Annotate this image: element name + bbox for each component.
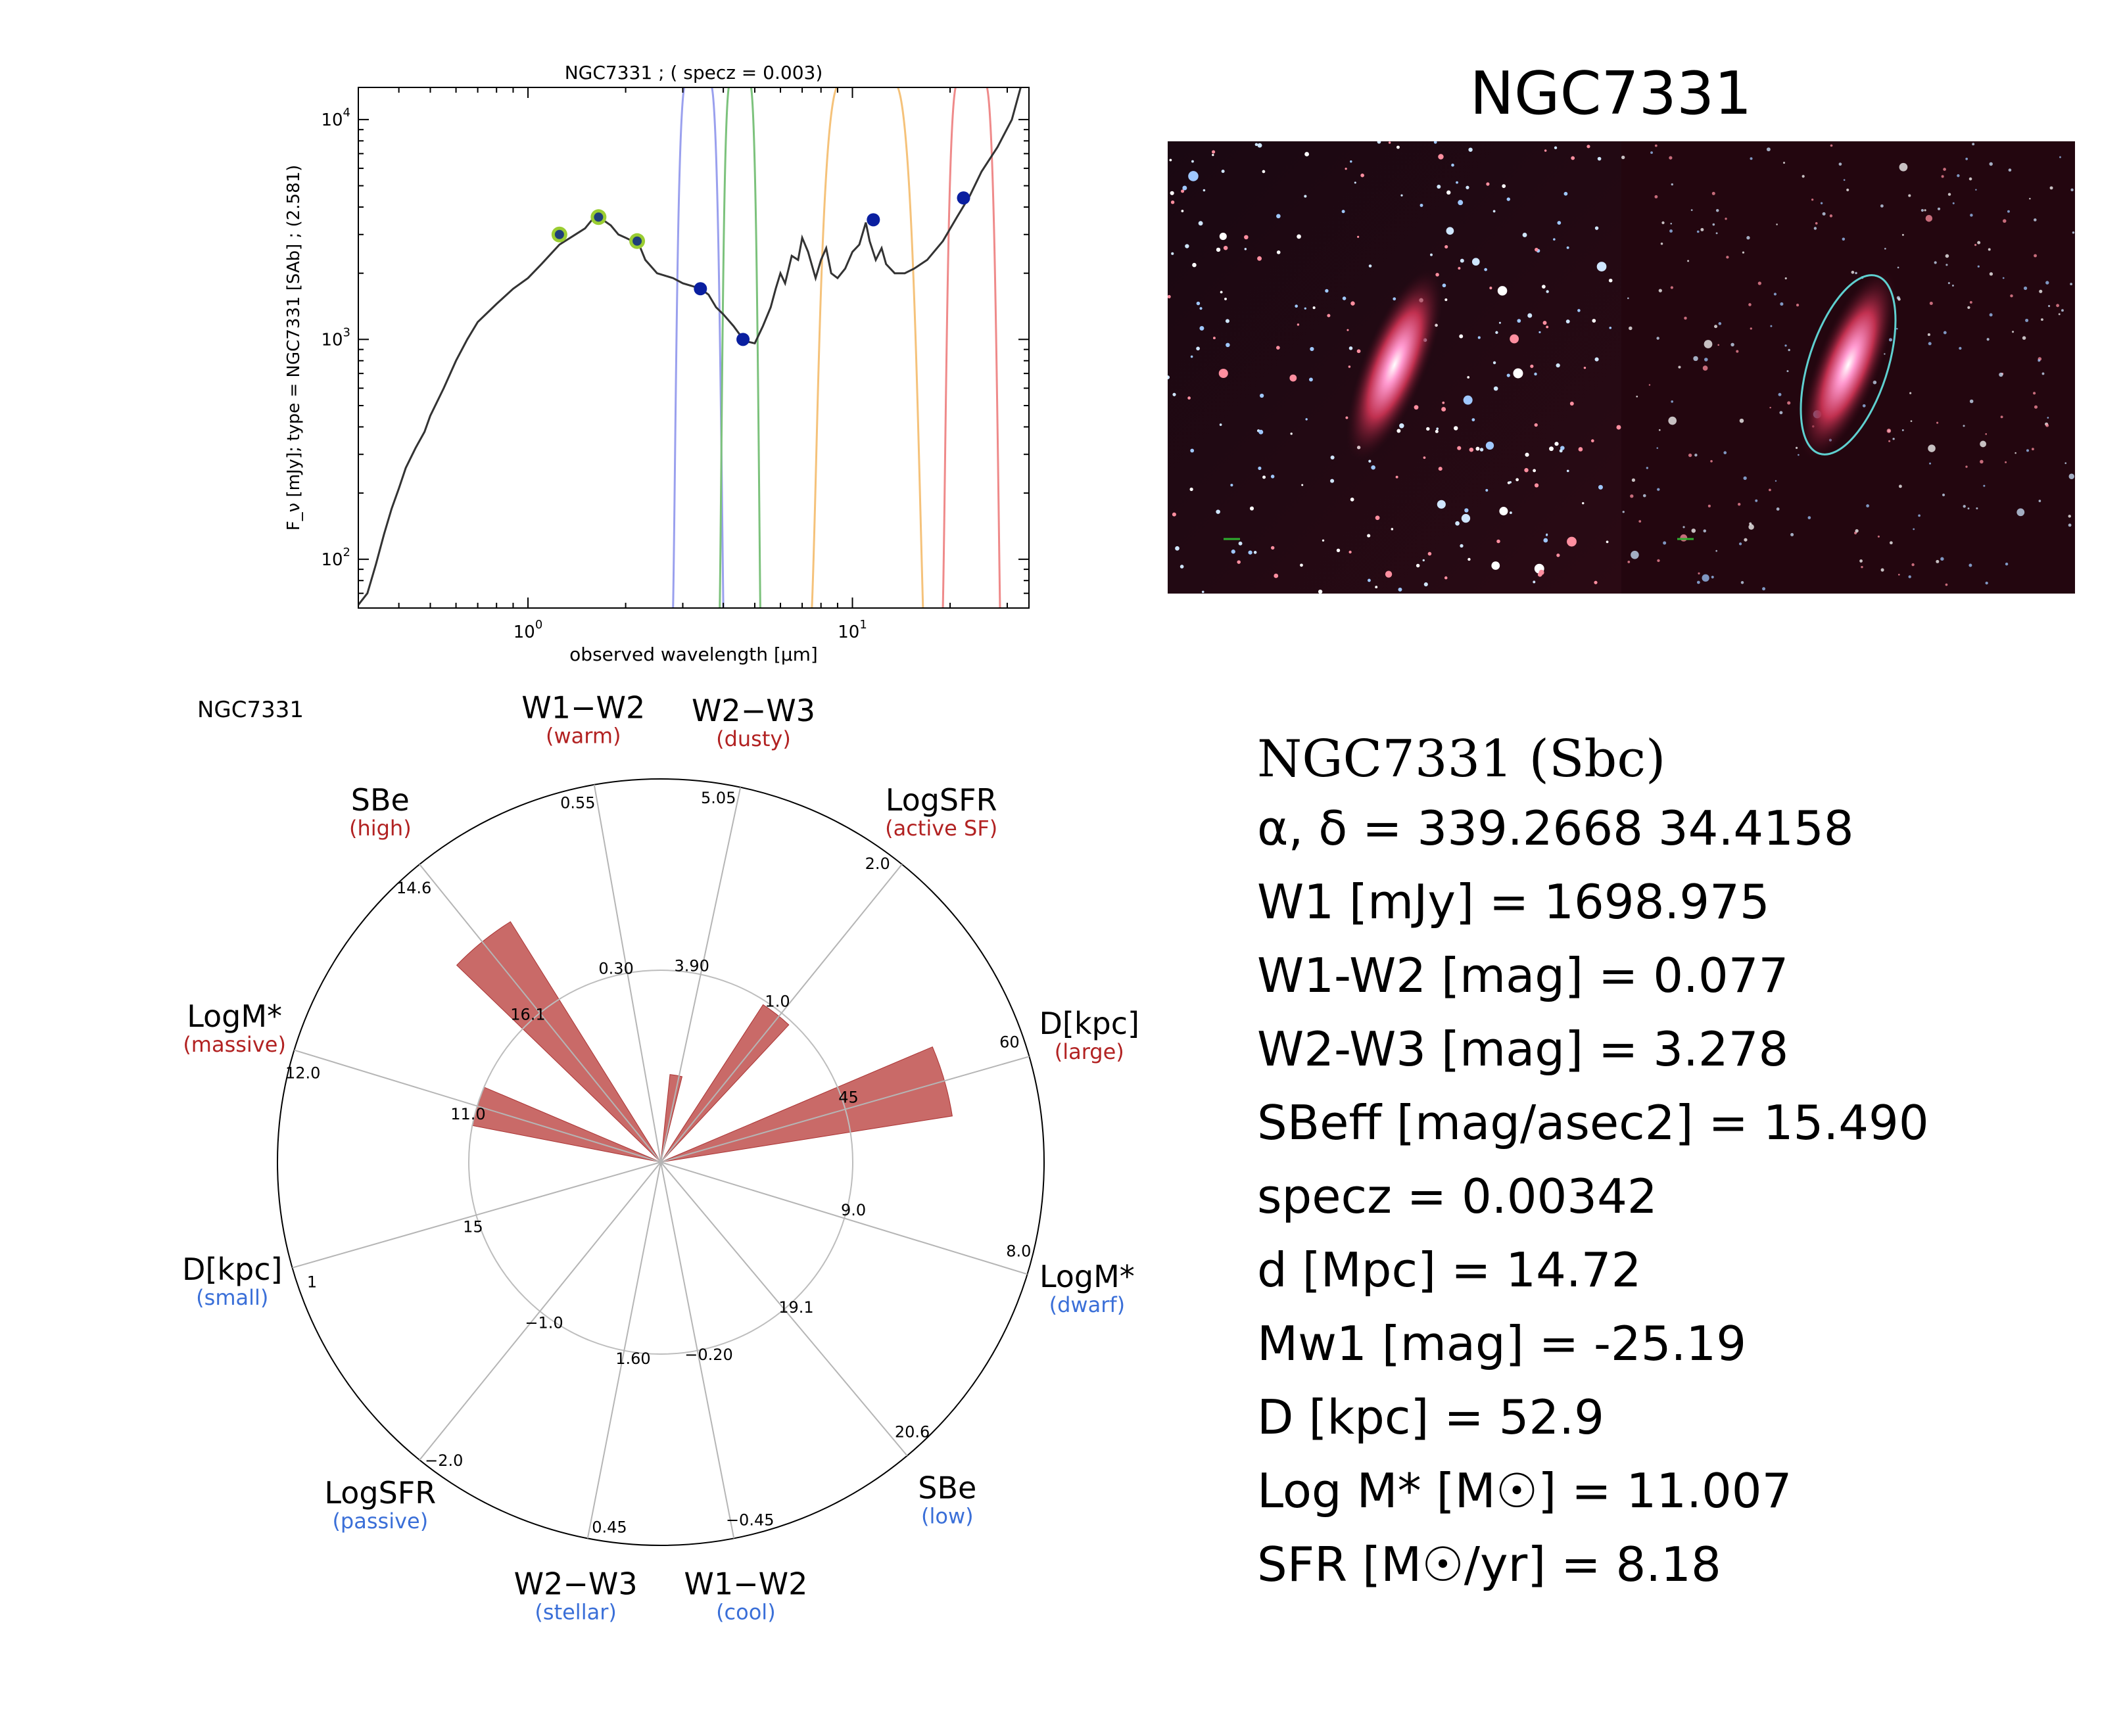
polar-tick-inner-1: 3.90	[675, 957, 709, 975]
polar-spoke-9	[292, 1161, 661, 1269]
sed-xlabel: observed wavelength [μm]	[569, 644, 818, 665]
polar-tick-outer-0: 0.55	[560, 793, 595, 812]
polar-tick-outer-2: 2.0	[865, 855, 890, 873]
polar-tick-inner-9: 15	[463, 1217, 483, 1236]
photometry-point-4	[736, 333, 750, 346]
info-line-9: Log M* [M☉] = 11.007	[1257, 1463, 1792, 1518]
polar-tick-inner-4: 9.0	[841, 1201, 866, 1219]
filter-curve-2	[811, 87, 924, 608]
polar-spoke-11	[419, 864, 661, 1163]
filter-curve-0	[672, 87, 725, 608]
info-line-8: D [kpc] = 52.9	[1257, 1390, 1604, 1445]
polar-spoke-6	[660, 1161, 735, 1539]
polar-axis-label-4: LogM*	[1039, 1259, 1135, 1294]
polar-spoke-0	[593, 784, 661, 1163]
info-line-4: SBeff [mag/asec2] = 15.490	[1257, 1095, 1929, 1150]
polar-spoke-4	[660, 1161, 1028, 1275]
polar-axis-sublabel-6: (cool)	[716, 1600, 776, 1625]
polar-tick-outer-7: 0.45	[592, 1518, 627, 1537]
galaxy-image	[1168, 141, 2075, 594]
info-line-7: Mw1 [mag] = -25.19	[1257, 1316, 1747, 1371]
info-line-6: d [Mpc] = 14.72	[1257, 1242, 1642, 1298]
aperture-ellipse	[1800, 274, 1897, 456]
polar-spoke-10	[294, 1049, 661, 1163]
polar-axis-label-9: D[kpc]	[182, 1252, 282, 1287]
polar-axis-sublabel-7: (stellar)	[535, 1600, 616, 1625]
filter-curve-1	[719, 87, 761, 608]
polar-spoke-7	[586, 1161, 661, 1539]
polar-tick-inner-6: −0.20	[684, 1346, 733, 1364]
polar-axis-sublabel-5: (low)	[921, 1503, 974, 1528]
polar-tick-outer-6: −0.45	[726, 1511, 775, 1529]
polar-axis-sublabel-3: (large)	[1055, 1039, 1124, 1064]
photometry-point-6	[957, 191, 970, 205]
spectrum-line	[358, 87, 1022, 606]
polar-axis-sublabel-8: (passive)	[332, 1509, 428, 1534]
info-panel: NGC7331 (Sbc) α, δ = 339.2668 34.4158 W1 …	[1257, 730, 2112, 1610]
polar-spoke-8	[419, 1161, 661, 1461]
polar-tick-outer-11: 14.6	[396, 879, 431, 897]
polar-axis-sublabel-11: (high)	[349, 816, 412, 841]
polar-tick-outer-5: 20.6	[895, 1422, 930, 1441]
polar-tick-inner-0: 0.30	[598, 960, 633, 978]
polar-tick-inner-7: 1.60	[615, 1349, 650, 1368]
info-line-0: α, δ = 339.2668 34.4158	[1257, 801, 1854, 856]
polar-axis-label-11: SBe	[351, 782, 410, 818]
info-line-3: W2-W3 [mag] = 3.278	[1257, 1021, 1789, 1077]
photometry-point-0	[554, 229, 564, 239]
photometry-point-2	[632, 236, 642, 246]
info-line-1: W1 [mJy] = 1698.975	[1257, 874, 1770, 929]
polar-tick-inner-3: 45	[838, 1089, 859, 1107]
polar-tick-outer-8: −2.0	[425, 1451, 463, 1470]
polar-spoke-1	[660, 787, 742, 1163]
polar-axis-sublabel-2: (active SF)	[885, 816, 997, 841]
polar-axis-label-3: D[kpc]	[1039, 1006, 1139, 1041]
polar-axis-label-6: W1−W2	[684, 1566, 807, 1602]
info-line-5: specz = 0.00342	[1257, 1169, 1658, 1224]
photometry-point-5	[867, 213, 880, 227]
polar-axis-sublabel-9: (small)	[196, 1285, 268, 1310]
polar-axis-label-5: SBe	[918, 1470, 976, 1505]
polar-axis-sublabel-10: (massive)	[183, 1032, 286, 1057]
polar-bar-2	[660, 1074, 683, 1163]
polar-inner-ring	[468, 970, 853, 1355]
info-line-10: SFR [M☉/yr] = 8.18	[1257, 1537, 1721, 1592]
polar-tick-outer-4: 8.0	[1006, 1242, 1031, 1261]
polar-axis-sublabel-0: (warm)	[546, 723, 621, 748]
photometry-point-3	[694, 282, 707, 296]
polar-tick-outer-9: 1	[307, 1273, 317, 1292]
polar-tick-inner-8: −1.0	[525, 1313, 563, 1332]
polar-tick-outer-1: 5.05	[701, 789, 736, 807]
polar-tick-inner-5: 19.1	[778, 1298, 813, 1317]
info-title: NGC7331 (Sbc)	[1257, 730, 1666, 789]
info-line-2: W1-W2 [mag] = 0.077	[1257, 948, 1789, 1003]
polar-axis-sublabel-4: (dwarf)	[1049, 1292, 1125, 1317]
polar-axis-label-8: LogSFR	[324, 1475, 436, 1511]
polar-tick-outer-3: 60	[999, 1033, 1020, 1051]
polar-spoke-3	[660, 1056, 1030, 1163]
polar-axis-sublabel-1: (dusty)	[716, 726, 791, 751]
filter-curve-3	[942, 87, 1001, 608]
sed-title: NGC7331 ; ( specz = 0.003)	[565, 62, 823, 83]
polar-tick-inner-2: 1.0	[765, 993, 790, 1011]
polar-axis-label-10: LogM*	[187, 998, 282, 1034]
polar-outer-ring	[277, 778, 1045, 1546]
polar-axis-label-0: W1−W2	[521, 690, 645, 725]
polar-spoke-5	[660, 1161, 908, 1457]
polar-tick-inner-11: 16.1	[510, 1006, 545, 1024]
polar-axis-label-2: LogSFR	[886, 782, 997, 818]
galaxy-image-title: NGC7331	[1469, 59, 1752, 128]
polar-spoke-2	[660, 864, 903, 1163]
polar-tick-inner-10: 11.0	[450, 1105, 485, 1123]
polar-plot-name: NGC7331	[197, 697, 304, 723]
polar-axis-label-7: W2−W3	[514, 1566, 638, 1602]
polar-axis-label-1: W2−W3	[692, 693, 815, 728]
polar-tick-outer-10: 12.0	[285, 1064, 320, 1082]
sed-ylabel: F_ν [mJy]; type = NGC7331 [SAb] ; (2.581…	[284, 165, 304, 531]
photometry-point-1	[594, 212, 604, 222]
sed-frame	[358, 87, 1030, 609]
sed-xtick-1: 101	[838, 618, 867, 642]
